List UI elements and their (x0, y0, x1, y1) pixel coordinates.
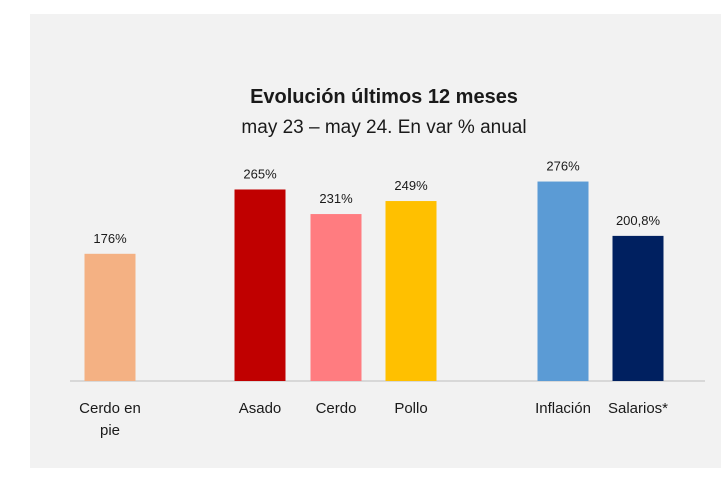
bar-5 (612, 235, 664, 381)
category-label-4: Inflación (535, 400, 591, 417)
chart-subtitle: may 23 – may 24. En var % anual (241, 117, 526, 138)
category-label-0-line-1: pie (100, 422, 120, 439)
category-label-1: Asado (239, 400, 282, 417)
bar-0 (84, 253, 136, 381)
category-label-5: Salarios* (608, 400, 668, 417)
bar-3 (385, 201, 437, 381)
chart-panel (30, 14, 721, 468)
chart-title: Evolución últimos 12 meses (250, 86, 518, 108)
bar-2 (310, 214, 362, 381)
value-label-2: 231% (319, 191, 353, 206)
bars-group: 176% Cerdo en pie 265% Asado 231% Cerdo 249% Pol… (79, 159, 668, 439)
value-label-3: 249% (394, 178, 428, 193)
value-label-4: 276% (546, 159, 580, 174)
value-label-1: 265% (243, 166, 277, 181)
bar-1 (234, 189, 286, 381)
category-label-3: Pollo (394, 400, 427, 417)
category-label-0-line-0: Cerdo en (79, 400, 141, 417)
category-label-2: Cerdo (316, 400, 357, 417)
value-label-0: 176% (93, 231, 127, 246)
bar-4 (537, 181, 589, 381)
value-label-5: 200,8% (616, 213, 661, 228)
